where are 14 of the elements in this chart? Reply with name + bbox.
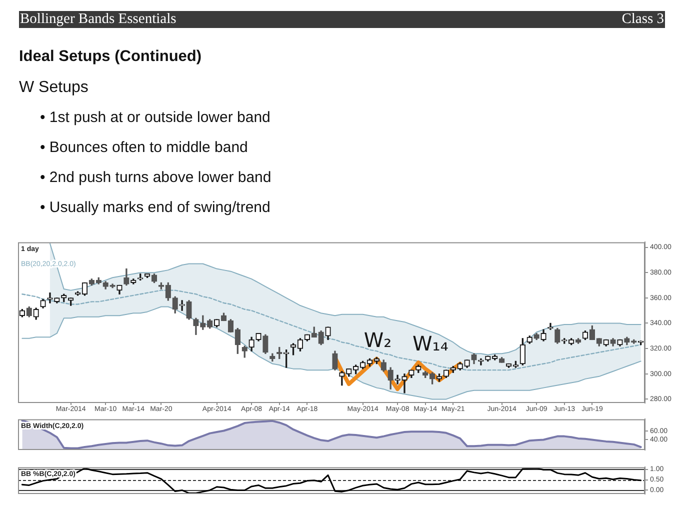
candlestick — [47, 292, 53, 304]
annotation: W₂ — [364, 328, 392, 352]
text: Ideal Setups (Continued) — [19, 47, 202, 67]
candlestick — [394, 374, 400, 384]
annotation: W₁₄ — [412, 332, 448, 356]
text: Bollinger Bands Essentials — [20, 11, 176, 28]
text: • 1st push at or outside lower band — [40, 108, 270, 128]
candlestick — [179, 300, 185, 311]
text: W Setups — [19, 78, 88, 98]
text: • Usually marks end of swing/trend — [40, 198, 270, 218]
candlestick — [402, 374, 408, 394]
text: • Bounces often to middle band — [40, 138, 248, 158]
text: • 2nd push turns above lower band — [40, 168, 272, 188]
text: Class 3 — [622, 11, 664, 28]
